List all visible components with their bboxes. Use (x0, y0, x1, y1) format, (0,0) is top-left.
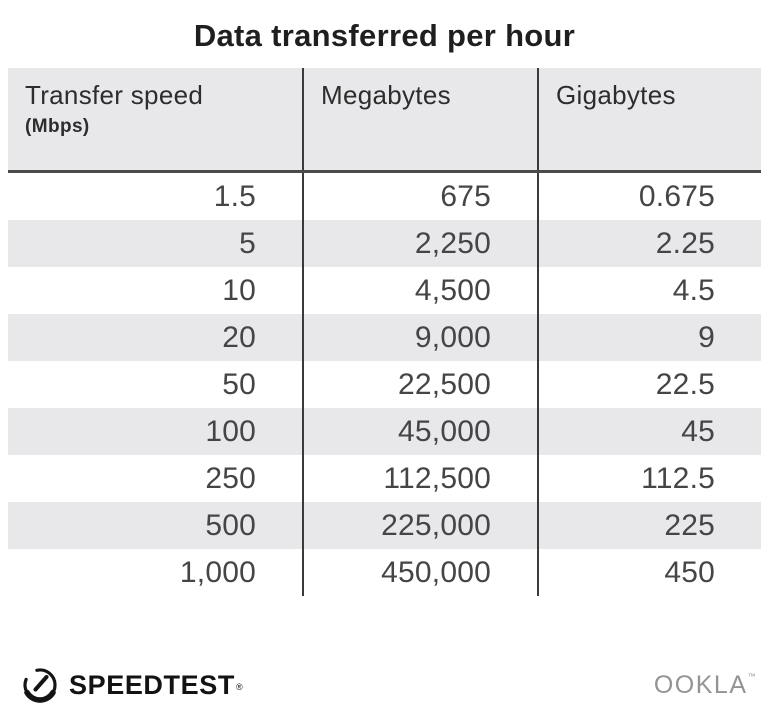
table-cell: 9 (537, 314, 761, 361)
table-cell: 225 (537, 502, 761, 549)
speedtest-wordmark: SPEEDTEST (69, 669, 235, 700)
page-title: Data transferred per hour (193, 18, 576, 53)
table-cell: 2,250 (302, 220, 538, 267)
table-cell: 50 (222, 367, 256, 401)
table-cell: 5 (8, 220, 303, 267)
speedtest-gauge-icon (23, 668, 57, 703)
col-header-sublabel: (Mbps) (25, 116, 90, 137)
table-cell: 1,000 (179, 555, 256, 589)
registered-trademark-icon: ® (235, 682, 243, 692)
table-cell: 22.5 (537, 361, 761, 408)
table-cell: 20 (8, 314, 303, 361)
col-header-label: Transfer speed (25, 80, 204, 110)
ookla-logo: OOKLA™ (654, 671, 757, 700)
header-row: Transfer speed (Mbps) Megabytes Gigabyte… (8, 68, 761, 173)
brand-footer: SPEEDTEST ® OOKLA™ (0, 664, 769, 706)
col-header-label: Gigabytes (556, 80, 676, 110)
table-row: 500 225,000 225 (8, 502, 761, 549)
col-header-label: Megabytes (321, 80, 451, 110)
table-cell: 0.675 (537, 171, 761, 220)
table-row: 10 4,500 4.5 (8, 267, 761, 314)
col-header-transfer-speed: Transfer speed (Mbps) (8, 68, 303, 173)
table-row: 250 112,500 112.5 (8, 455, 761, 502)
table-cell: 225,000 (302, 502, 538, 549)
table-cell: 10 (222, 273, 256, 307)
table-row: 50 22,500 22.5 (8, 361, 761, 408)
data-table: Transfer speed (Mbps) Megabytes Gigabyte… (8, 68, 761, 596)
table-cell: 4,500 (302, 267, 538, 314)
table-cell: 45 (537, 408, 761, 455)
table-cell: 250 (205, 461, 256, 495)
table-row: 1,000 450,000 450 (8, 549, 761, 596)
col-header-megabytes: Megabytes (302, 68, 538, 173)
table-cell: 4.5 (537, 267, 761, 314)
table-cell: 450,000 (302, 549, 538, 596)
table-cell: 112,500 (302, 455, 538, 502)
table-cell: 450 (537, 549, 761, 596)
table-row: 5 2,250 2.25 (8, 220, 761, 267)
table-cell: 22,500 (302, 361, 538, 408)
table-cell: 500 (8, 502, 303, 549)
table-body: 1.5 675 0.675 5 2,250 2.25 10 4,500 4.5 20 9,000 9 5… (8, 171, 761, 596)
table-row: 1.5 675 0.675 (8, 171, 761, 220)
speedtest-logo: SPEEDTEST ® (20, 665, 243, 705)
infographic-page: Data transferred per hour Transfer speed… (0, 17, 769, 715)
ookla-wordmark: OOKLA (653, 670, 748, 699)
table-cell: 112.5 (537, 455, 761, 502)
table-cell: 100 (8, 408, 303, 455)
table-cell: 45,000 (302, 408, 538, 455)
table-cell: 2.25 (537, 220, 761, 267)
col-header-gigabytes: Gigabytes (537, 68, 761, 173)
table-row: 100 45,000 45 (8, 408, 761, 455)
table-cell: 9,000 (302, 314, 538, 361)
table-row: 20 9,000 9 (8, 314, 761, 361)
table-cell: 675 (302, 171, 538, 220)
trademark-icon: ™ (747, 671, 757, 681)
table-cell: 1.5 (213, 179, 256, 213)
